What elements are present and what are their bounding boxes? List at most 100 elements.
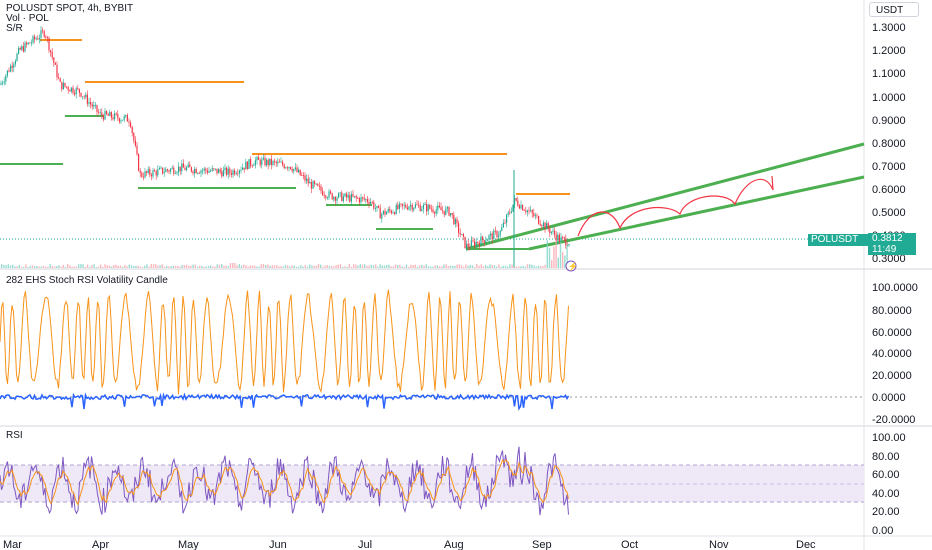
price-axis[interactable]: 1.3000 1.2000 1.1000 1.0000 0.9000 0.8000 0.70… — [872, 22, 906, 265]
candle-body — [18, 48, 20, 54]
candle-body — [293, 169, 295, 172]
candle-body — [56, 64, 58, 78]
channel-lower-line[interactable] — [528, 175, 865, 251]
volume-bar — [381, 265, 383, 268]
volume-bar — [368, 265, 370, 268]
stoch-axis[interactable]: 100.0000 80.0000 60.0000 40.0000 20.0000 0.00… — [872, 282, 918, 426]
candle-body — [88, 102, 90, 104]
candle-body — [254, 160, 256, 166]
volume-bar — [489, 264, 491, 268]
volume-bar — [375, 264, 377, 268]
candle-body — [168, 170, 170, 172]
candle-body — [366, 199, 368, 202]
symbol-title[interactable]: POLUSDT SPOT, 4h, BYBIT — [6, 3, 134, 14]
sr-legend[interactable]: S/R — [6, 23, 23, 34]
candle-body — [43, 31, 45, 37]
candle-body — [355, 196, 357, 198]
channel-upper-line[interactable] — [465, 142, 865, 251]
candle-body — [117, 114, 119, 119]
volume-bar — [146, 264, 148, 268]
candle-body — [546, 223, 548, 230]
time-tick-label: May — [178, 539, 199, 550]
candle-body — [227, 168, 229, 175]
volume-bar — [240, 265, 243, 268]
candle-body — [462, 234, 464, 237]
candle-body — [350, 194, 352, 202]
time-axis[interactable]: Mar Apr May Jun Jul Aug Sep Oct Nov Dec — [3, 539, 816, 550]
price-tick-label: 1.0000 — [872, 92, 906, 104]
volume-bar — [254, 265, 256, 268]
candle-body — [405, 204, 407, 208]
volume-bar — [139, 266, 141, 268]
candle-body — [152, 170, 154, 177]
candle-body — [126, 115, 128, 122]
volume-bar — [95, 266, 97, 268]
stoch-indicator-title[interactable]: 282 EHS Stoch RSI Volatility Candle — [6, 275, 168, 286]
candle-body — [147, 169, 149, 173]
candle-body — [173, 167, 175, 174]
volume-bar — [205, 266, 207, 268]
volume-bar — [174, 265, 177, 268]
candle-body — [32, 36, 34, 43]
candle-body — [142, 176, 144, 178]
candle-body — [526, 210, 528, 213]
candle-body — [130, 122, 132, 128]
volume-bar — [7, 264, 9, 268]
rsi-indicator-title[interactable]: RSI — [6, 430, 23, 441]
candle-body — [424, 203, 426, 206]
candle-body — [549, 228, 551, 233]
volume-bar — [45, 266, 47, 268]
volume-bar — [289, 266, 291, 268]
volume-bar — [333, 266, 335, 268]
candle-body — [38, 37, 40, 40]
candle-body — [13, 64, 15, 68]
volume-bar — [214, 266, 216, 268]
candle-body — [53, 57, 55, 64]
currency-selector[interactable]: USDT — [869, 2, 919, 17]
candle-body — [490, 233, 492, 236]
symbol-price-tag: POLUSDT — [808, 234, 868, 246]
volume-legend[interactable]: Vol · POL — [6, 13, 49, 24]
volume-bar — [64, 266, 67, 268]
candle-body — [54, 63, 56, 65]
volume-bar — [397, 265, 399, 268]
lightning-icon[interactable] — [565, 260, 577, 272]
rsi-axis[interactable]: 100.00 80.00 60.00 40.00 20.00 0.00 — [872, 432, 906, 537]
candle-body — [230, 173, 232, 175]
volume-bar — [392, 266, 394, 268]
projection-wave[interactable] — [577, 175, 774, 237]
volume-bar — [471, 265, 474, 268]
price-tick-label: 1.2000 — [872, 45, 906, 57]
candle-body — [150, 174, 152, 177]
candle-body — [141, 172, 143, 177]
candle-body — [374, 208, 376, 209]
candle-body — [554, 230, 556, 235]
volume-bar — [201, 265, 203, 268]
volume-bar — [82, 264, 84, 268]
volume-bar — [454, 265, 456, 268]
volume-bar — [130, 265, 133, 268]
candle-body — [61, 81, 63, 90]
candle-body — [10, 65, 12, 72]
candle-body — [195, 168, 197, 174]
lightning-glyph: ⚡ — [568, 261, 578, 271]
candle-body — [26, 42, 28, 45]
volume-bar — [89, 266, 91, 268]
candle-body — [320, 186, 322, 191]
volume-bar — [458, 264, 460, 268]
candle-body — [258, 157, 260, 160]
candle-body — [106, 111, 108, 115]
volume-bar — [221, 264, 223, 268]
candle-body — [480, 236, 482, 246]
price-candles[interactable] — [0, 25, 570, 268]
candle-body — [59, 78, 61, 82]
candle-body — [229, 168, 231, 174]
candle-body — [338, 193, 340, 198]
candle-body — [323, 195, 325, 196]
candle-body — [523, 210, 525, 211]
candle-body — [560, 237, 562, 242]
volume-bar — [238, 264, 240, 268]
candle-body — [245, 161, 247, 170]
candle-body — [467, 243, 469, 247]
